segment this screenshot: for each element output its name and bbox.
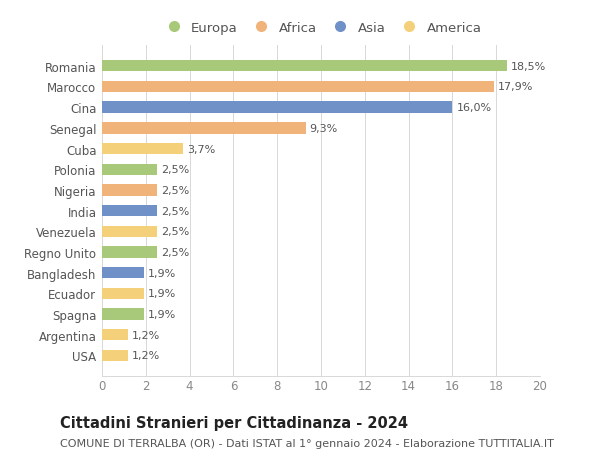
Text: 16,0%: 16,0% bbox=[457, 103, 491, 113]
Text: 1,9%: 1,9% bbox=[148, 309, 176, 319]
Bar bbox=[102, 164, 157, 175]
Bar bbox=[102, 350, 128, 361]
Text: 2,5%: 2,5% bbox=[161, 165, 189, 175]
Text: 17,9%: 17,9% bbox=[498, 82, 533, 92]
Text: 2,5%: 2,5% bbox=[161, 247, 189, 257]
Bar bbox=[102, 268, 143, 279]
Bar bbox=[102, 330, 128, 341]
Text: Cittadini Stranieri per Cittadinanza - 2024: Cittadini Stranieri per Cittadinanza - 2… bbox=[60, 415, 408, 431]
Bar bbox=[102, 61, 507, 72]
Text: 2,5%: 2,5% bbox=[161, 227, 189, 237]
Bar bbox=[102, 123, 305, 134]
Bar bbox=[102, 226, 157, 237]
Bar bbox=[102, 247, 157, 258]
Bar bbox=[102, 309, 143, 320]
Text: 1,9%: 1,9% bbox=[148, 268, 176, 278]
Bar bbox=[102, 144, 183, 155]
Bar bbox=[102, 185, 157, 196]
Bar bbox=[102, 288, 143, 299]
Text: 2,5%: 2,5% bbox=[161, 206, 189, 216]
Text: 1,2%: 1,2% bbox=[132, 330, 160, 340]
Legend: Europa, Africa, Asia, America: Europa, Africa, Asia, America bbox=[158, 19, 484, 38]
Text: COMUNE DI TERRALBA (OR) - Dati ISTAT al 1° gennaio 2024 - Elaborazione TUTTITALI: COMUNE DI TERRALBA (OR) - Dati ISTAT al … bbox=[60, 438, 554, 448]
Text: 3,7%: 3,7% bbox=[187, 144, 215, 154]
Text: 9,3%: 9,3% bbox=[310, 123, 338, 134]
Text: 18,5%: 18,5% bbox=[511, 62, 547, 72]
Text: 1,2%: 1,2% bbox=[132, 351, 160, 361]
Bar bbox=[102, 206, 157, 217]
Bar bbox=[102, 102, 452, 113]
Bar bbox=[102, 82, 494, 93]
Text: 1,9%: 1,9% bbox=[148, 289, 176, 299]
Text: 2,5%: 2,5% bbox=[161, 185, 189, 196]
